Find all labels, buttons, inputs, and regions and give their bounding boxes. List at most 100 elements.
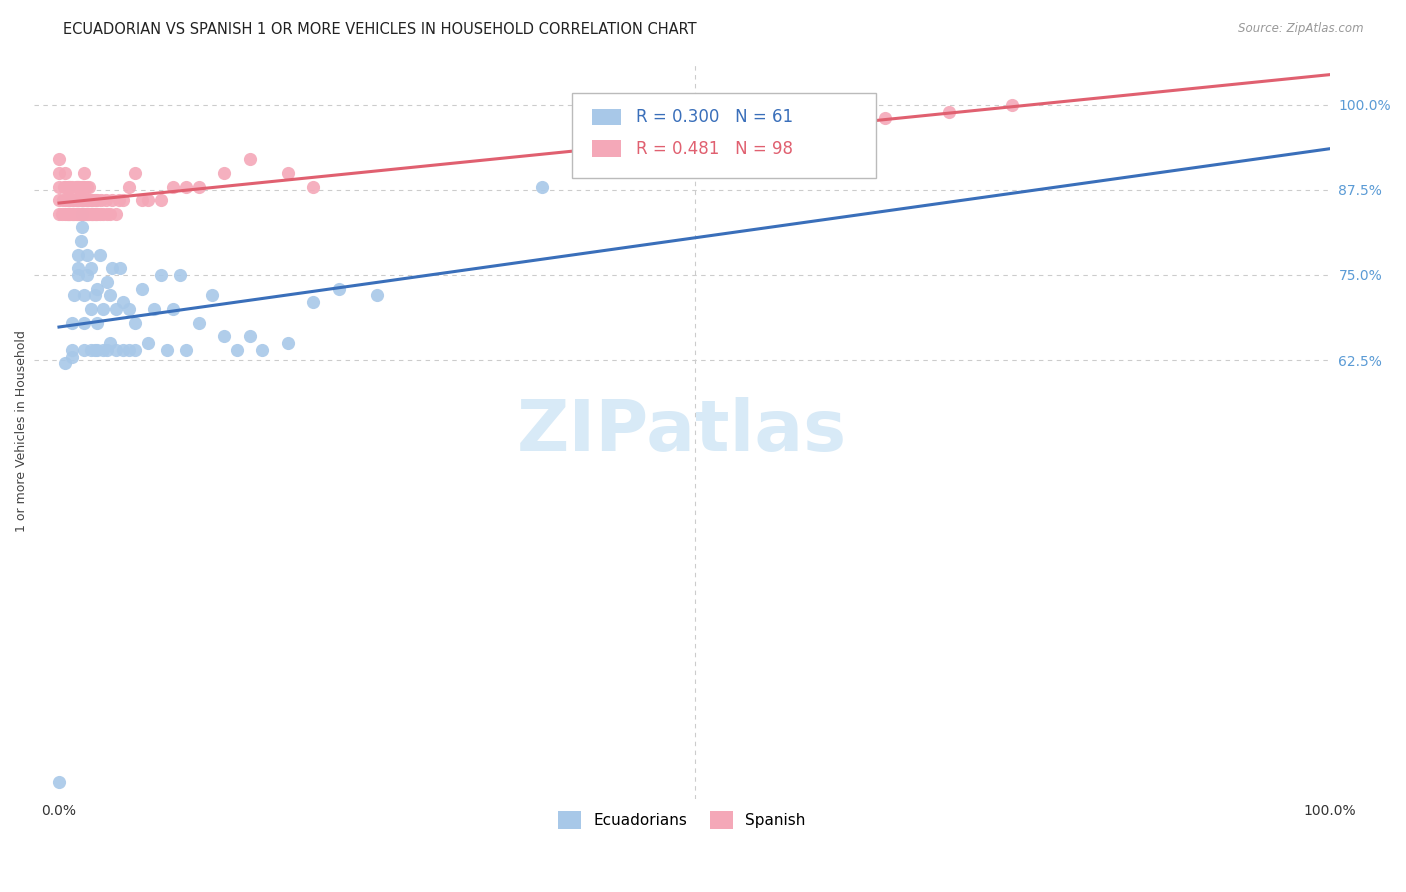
Point: [80, 207, 103, 221]
Point: [67, 268, 90, 282]
Point: [187, 316, 209, 330]
Point: [89, 207, 111, 221]
Legend: Ecuadorians, Spanish: Ecuadorians, Spanish: [553, 805, 811, 835]
Point: [212, 166, 235, 180]
Point: [63, 207, 86, 221]
Point: [63, 288, 86, 302]
Text: ECUADORIAN VS SPANISH 1 OR MORE VEHICLES IN HOUSEHOLD CORRELATION CHART: ECUADORIAN VS SPANISH 1 OR MORE VEHICLES…: [63, 22, 697, 37]
Point: [62, 193, 84, 207]
Point: [76, 247, 98, 261]
Point: [162, 179, 184, 194]
Point: [131, 193, 153, 207]
Point: [98, 288, 121, 302]
Point: [277, 336, 299, 351]
Point: [52, 193, 75, 207]
Point: [77, 193, 100, 207]
Point: [65, 179, 87, 194]
Point: [83, 288, 105, 302]
Point: [53, 356, 76, 370]
Point: [73, 179, 96, 194]
Point: [156, 343, 179, 357]
Point: [80, 193, 103, 207]
Point: [79, 179, 101, 194]
Y-axis label: 1 or more Vehicles in Household: 1 or more Vehicles in Household: [15, 331, 28, 533]
Point: [73, 316, 96, 330]
Point: [875, 112, 897, 126]
Point: [65, 193, 87, 207]
Point: [530, 179, 553, 194]
Point: [124, 316, 146, 330]
Point: [72, 207, 94, 221]
Point: [810, 125, 832, 139]
Point: [96, 207, 118, 221]
Point: [80, 261, 103, 276]
Point: [136, 193, 159, 207]
Point: [136, 336, 159, 351]
Point: [83, 193, 105, 207]
Point: [56, 193, 79, 207]
Point: [143, 301, 166, 316]
Point: [72, 179, 94, 194]
Point: [59, 179, 82, 194]
Point: [169, 268, 191, 282]
Point: [67, 247, 90, 261]
Point: [118, 343, 141, 357]
Point: [60, 343, 83, 357]
Point: [76, 179, 98, 194]
Point: [70, 207, 93, 221]
Point: [83, 343, 105, 357]
Point: [67, 207, 90, 221]
Point: [69, 207, 91, 221]
Point: [53, 166, 76, 180]
Point: [89, 247, 111, 261]
Point: [94, 193, 117, 207]
Point: [108, 261, 131, 276]
Point: [302, 179, 325, 194]
Point: [70, 193, 93, 207]
Point: [86, 316, 108, 330]
Point: [93, 343, 115, 357]
Point: [67, 179, 90, 194]
Point: [252, 343, 274, 357]
Point: [53, 179, 76, 194]
Point: [60, 193, 83, 207]
Point: [80, 301, 103, 316]
Point: [124, 166, 146, 180]
Point: [73, 207, 96, 221]
Point: [80, 343, 103, 357]
Point: [59, 207, 82, 221]
Point: [67, 261, 90, 276]
Point: [226, 343, 249, 357]
Point: [82, 207, 104, 221]
Point: [328, 282, 350, 296]
Point: [96, 343, 118, 357]
Point: [69, 193, 91, 207]
Point: [105, 301, 128, 316]
Point: [105, 207, 128, 221]
Point: [72, 193, 94, 207]
Point: [111, 295, 134, 310]
Point: [111, 193, 134, 207]
Point: [73, 288, 96, 302]
Point: [62, 207, 84, 221]
Point: [60, 207, 83, 221]
Point: [60, 179, 83, 194]
Point: [48, 207, 70, 221]
Point: [75, 193, 97, 207]
Point: [60, 350, 83, 364]
Point: [80, 193, 103, 207]
Point: [67, 179, 90, 194]
Point: [83, 207, 105, 221]
Point: [59, 193, 82, 207]
Point: [938, 104, 960, 119]
Point: [58, 207, 80, 221]
Point: [86, 343, 108, 357]
Point: [86, 193, 108, 207]
Point: [131, 282, 153, 296]
Point: [53, 193, 76, 207]
Point: [93, 207, 115, 221]
Point: [63, 193, 86, 207]
Point: [76, 207, 98, 221]
Point: [56, 179, 79, 194]
Point: [86, 207, 108, 221]
